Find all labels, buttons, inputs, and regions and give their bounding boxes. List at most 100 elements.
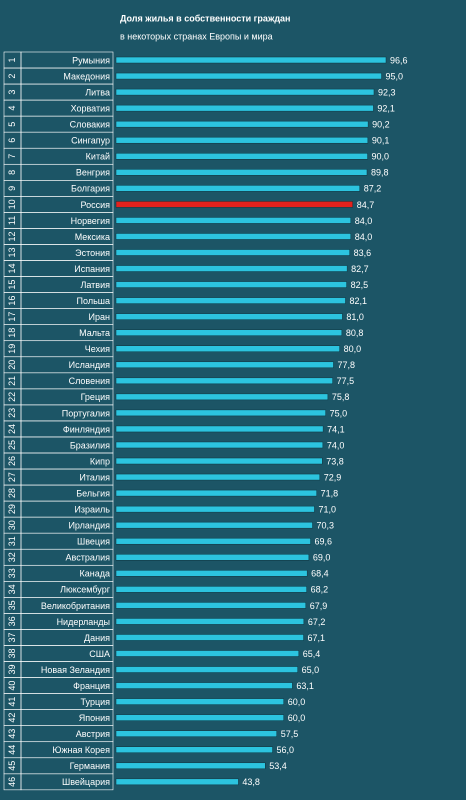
- value-label: 84,0: [355, 232, 373, 242]
- value-label: 80,0: [344, 344, 362, 354]
- value-label: 68,2: [311, 585, 329, 595]
- bar: [115, 473, 321, 481]
- bar: [115, 778, 239, 786]
- rank-label: 1: [7, 58, 17, 63]
- rank-label: 21: [7, 376, 17, 386]
- category-label: Ирландия: [68, 521, 110, 531]
- value-label: 65,4: [303, 649, 321, 659]
- category-label: Исландия: [69, 360, 110, 370]
- rank-label: 46: [7, 777, 17, 787]
- bar: [115, 361, 334, 369]
- rank-label: 20: [7, 360, 17, 370]
- bar: [115, 88, 375, 96]
- rank-label: 14: [7, 264, 17, 274]
- value-label: 80,8: [346, 328, 364, 338]
- bar: [115, 136, 369, 144]
- value-label: 71,8: [321, 488, 339, 498]
- category-label: Греция: [81, 392, 111, 402]
- value-label: 87,2: [364, 184, 382, 194]
- rank-label: 26: [7, 456, 17, 466]
- bar: [115, 153, 368, 160]
- rank-label: 5: [7, 122, 17, 127]
- value-label: 96,6: [390, 55, 408, 65]
- category-label: Испания: [74, 264, 110, 274]
- rank-label: 42: [7, 713, 17, 723]
- value-label: 77,8: [337, 360, 355, 370]
- value-label: 68,4: [311, 569, 329, 579]
- rank-label: 37: [7, 632, 17, 642]
- category-label: Венгрия: [76, 168, 110, 178]
- bar: [115, 698, 284, 705]
- category-label: Япония: [79, 713, 110, 723]
- bar: [115, 72, 382, 80]
- value-label: 67,2: [308, 617, 326, 627]
- value-label: 67,1: [308, 633, 326, 643]
- bar: [115, 441, 324, 449]
- bar: [115, 746, 273, 753]
- category-label: Финляндия: [63, 424, 110, 434]
- bar: [115, 425, 324, 433]
- chart-title: Доля жилья в собственности граждан: [120, 13, 290, 23]
- category-label: Словения: [69, 376, 111, 386]
- category-label: Италия: [79, 472, 110, 482]
- category-label: Литва: [85, 87, 110, 97]
- bar: [115, 634, 304, 641]
- category-label: Люксембург: [60, 585, 111, 595]
- value-label: 73,8: [326, 456, 344, 466]
- category-label: Южная Корея: [52, 745, 110, 755]
- bar: [115, 570, 308, 577]
- bar: [115, 730, 277, 737]
- rank-label: 33: [7, 568, 17, 578]
- rank-label: 8: [7, 170, 17, 175]
- bar: [115, 489, 317, 497]
- rank-label: 25: [7, 440, 17, 450]
- rank-label: 18: [7, 328, 17, 338]
- value-label: 70,3: [316, 521, 334, 531]
- rank-label: 16: [7, 296, 17, 306]
- category-label: Сингапур: [71, 136, 110, 146]
- rank-label: 24: [7, 424, 17, 434]
- value-label: 89,8: [371, 168, 389, 178]
- rank-label: 7: [7, 154, 17, 159]
- category-label: Хорватия: [71, 104, 111, 114]
- category-label: Австралия: [66, 553, 111, 563]
- bar: [115, 586, 307, 593]
- value-label: 63,1: [296, 681, 314, 691]
- bar: [115, 185, 360, 192]
- bar: [115, 249, 350, 256]
- rank-label: 28: [7, 488, 17, 498]
- rank-label: 36: [7, 616, 17, 626]
- bar: [115, 233, 352, 240]
- rank-label: 30: [7, 520, 17, 530]
- rank-label: 34: [7, 584, 17, 594]
- rank-label: 35: [7, 600, 17, 610]
- category-label: Канада: [80, 569, 110, 579]
- category-label: Мальта: [79, 328, 110, 338]
- category-label: Турция: [81, 697, 111, 707]
- value-label: 75,0: [330, 408, 348, 418]
- value-label: 74,0: [327, 440, 345, 450]
- bar: [115, 217, 352, 224]
- category-label: Кипр: [90, 456, 110, 466]
- category-label: Австрия: [76, 729, 110, 739]
- rank-label: 27: [7, 472, 17, 482]
- value-label: 95,0: [386, 71, 404, 81]
- value-label: 74,1: [327, 424, 345, 434]
- category-label: Эстония: [75, 248, 110, 258]
- chart-subtitle: в некоторых странах Европы и мира: [120, 31, 273, 41]
- bar: [115, 554, 310, 561]
- value-label: 71,0: [318, 505, 336, 515]
- rank-label: 19: [7, 344, 17, 354]
- rank-label: 45: [7, 761, 17, 771]
- value-label: 84,7: [357, 200, 375, 210]
- value-label: 81,0: [346, 312, 364, 322]
- bar: [115, 682, 293, 689]
- value-label: 69,6: [315, 537, 333, 547]
- value-label: 43,8: [242, 777, 260, 787]
- value-label: 77,5: [337, 376, 355, 386]
- rank-label: 29: [7, 504, 17, 514]
- value-label: 72,9: [324, 472, 342, 482]
- bar: [115, 297, 346, 304]
